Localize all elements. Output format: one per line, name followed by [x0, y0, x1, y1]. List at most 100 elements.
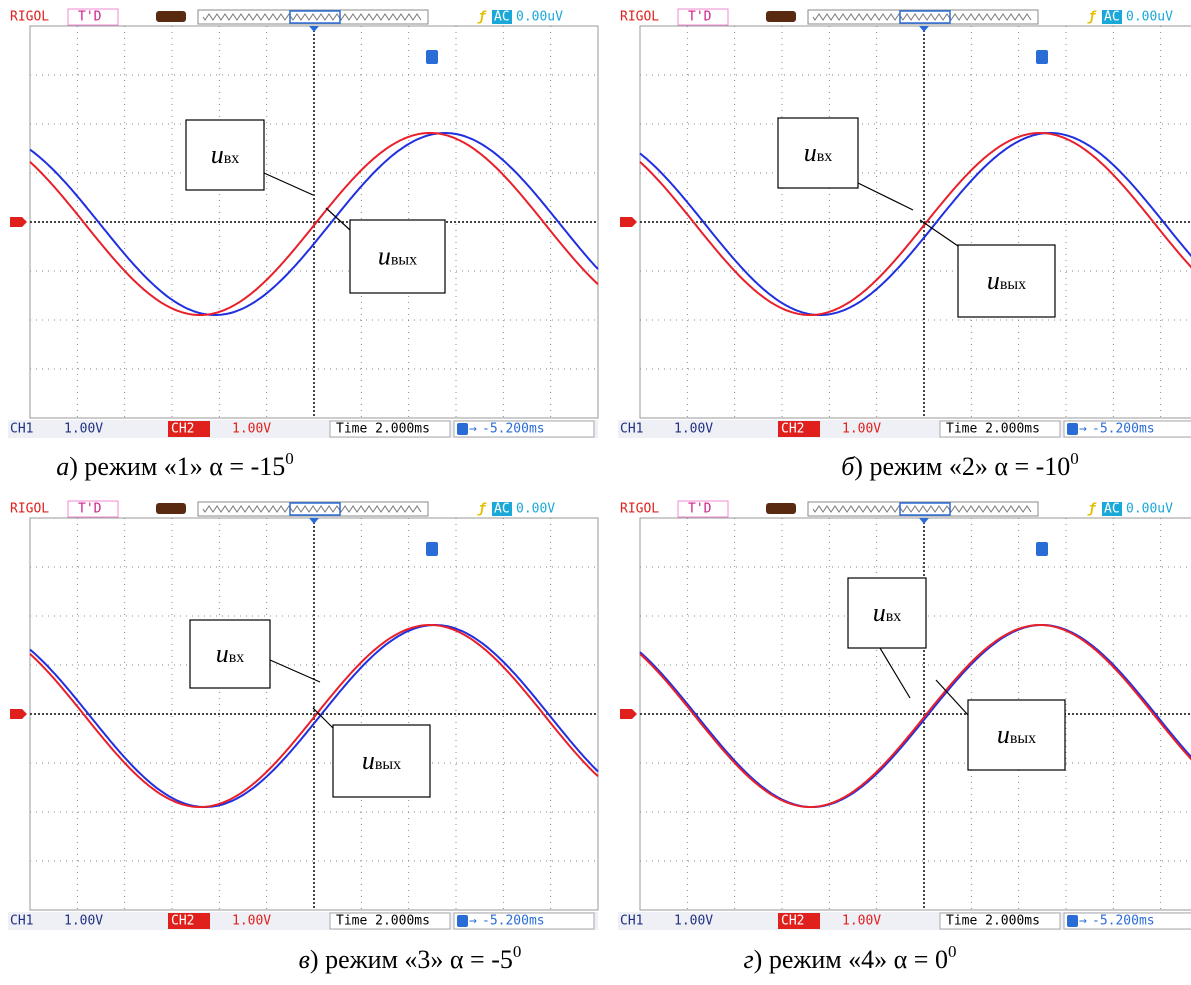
label-subscript: вых: [1000, 276, 1026, 293]
timeline: [808, 502, 1038, 516]
ch2-scale: 1.00V: [842, 914, 881, 929]
ch1: CH1: [10, 422, 33, 437]
ch1: CH1: [620, 422, 643, 437]
coupling: AC: [494, 10, 510, 25]
time: Time 2.000ms: [336, 914, 430, 929]
caption-superscript: 0: [1070, 449, 1079, 468]
caption-text: ) режим «3» α = -5: [310, 945, 513, 974]
caption-text: ) режим «4» α = 0: [754, 945, 948, 974]
caption-letter: б: [841, 452, 855, 481]
ch2: CH2: [171, 422, 194, 437]
brand: RIGOL: [620, 502, 659, 517]
label-subscript: вых: [375, 756, 401, 773]
label-symbol: u: [378, 242, 391, 271]
caption-letter: г: [744, 945, 754, 974]
label-symbol: u: [211, 140, 224, 169]
label-subscript: вых: [391, 252, 417, 269]
trigger-icon: ƒ: [1087, 10, 1097, 25]
figure: RIGOL T'D ƒ AC 0.00uV CH1 1.00V CH2 1.00V Time 2.…: [0, 0, 1191, 985]
ch2-scale: 1.00V: [842, 422, 881, 437]
label-subscript: вх: [229, 649, 245, 666]
ch1-scale: 1.00V: [674, 914, 713, 929]
label-subscript: вх: [886, 608, 902, 625]
caption: а) режим «1» α = -150: [56, 449, 293, 481]
mode: T'D: [688, 10, 712, 25]
arrow: →: [469, 422, 477, 437]
trigger-marker: [1036, 50, 1048, 64]
label-symbol: u: [987, 266, 1000, 295]
oscilloscope-panel: RIGOL T'D ƒ AC 0.00uV CH1 1.00V CH2 1.00V Time 2.…: [618, 501, 1191, 930]
battery-icon: [766, 11, 796, 22]
timeline: [198, 502, 428, 516]
trigger-marker: [426, 542, 438, 556]
label-symbol: u: [873, 598, 886, 627]
delay-icon: [457, 915, 468, 927]
caption: б) режим «2» α = -100: [841, 449, 1079, 481]
arrow: →: [469, 914, 477, 929]
caption-letter: а: [56, 452, 69, 481]
ground-marker: [10, 217, 27, 227]
offset: 0.00uV: [516, 10, 563, 25]
ch2: CH2: [171, 914, 194, 929]
offset: 0.00uV: [1126, 10, 1173, 25]
label-subscript: вых: [1010, 730, 1036, 747]
battery-icon: [156, 503, 186, 514]
caption-text: ) режим «2» α = -10: [854, 452, 1070, 481]
ch1-scale: 1.00V: [674, 422, 713, 437]
delay-icon: [1067, 915, 1078, 927]
oscilloscope-panel: RIGOL T'D ƒ AC 0.00uV CH1 1.00V CH2 1.00V Time 2.…: [8, 9, 598, 438]
ch2-scale: 1.00V: [232, 422, 271, 437]
offset: 0.00V: [516, 502, 555, 517]
label-subscript: вх: [224, 150, 240, 167]
ch1: CH1: [10, 914, 33, 929]
ch2-scale: 1.00V: [232, 914, 271, 929]
caption-letter: в: [299, 945, 310, 974]
ground-marker: [620, 217, 637, 227]
time: Time 2.000ms: [336, 422, 430, 437]
delay-icon: [1067, 423, 1078, 435]
coupling: AC: [1104, 502, 1120, 517]
trigger-icon: ƒ: [477, 502, 487, 517]
ground-marker: [620, 709, 637, 719]
timeline: [198, 10, 428, 24]
ch2: CH2: [781, 422, 804, 437]
delay-icon: [457, 423, 468, 435]
delay: -5.200ms: [482, 914, 545, 929]
caption: в) режим «3» α = -50: [299, 942, 522, 974]
time: Time 2.000ms: [946, 914, 1040, 929]
offset: 0.00uV: [1126, 502, 1173, 517]
ch1-scale: 1.00V: [64, 914, 103, 929]
coupling: AC: [1104, 10, 1120, 25]
arrow: →: [1079, 422, 1087, 437]
timeline: [808, 10, 1038, 24]
arrow: →: [1079, 914, 1087, 929]
brand: RIGOL: [620, 10, 659, 25]
mode: T'D: [78, 502, 102, 517]
caption-superscript: 0: [285, 449, 294, 468]
trigger-icon: ƒ: [477, 10, 487, 25]
oscilloscope-panel: RIGOL T'D ƒ AC 0.00uV CH1 1.00V CH2 1.00V Time 2.…: [618, 9, 1191, 438]
delay: -5.200ms: [482, 422, 545, 437]
label-subscript: вх: [817, 148, 833, 165]
label-symbol: u: [997, 720, 1010, 749]
ground-marker: [10, 709, 27, 719]
caption: г) режим «4» α = 00: [744, 942, 957, 974]
trigger-icon: ƒ: [1087, 502, 1097, 517]
delay: -5.200ms: [1092, 914, 1155, 929]
caption-text: ) режим «1» α = -15: [69, 452, 285, 481]
mode: T'D: [78, 10, 102, 25]
coupling: AC: [494, 502, 510, 517]
label-symbol: u: [804, 138, 817, 167]
ch2: CH2: [781, 914, 804, 929]
ch1-scale: 1.00V: [64, 422, 103, 437]
time: Time 2.000ms: [946, 422, 1040, 437]
delay: -5.200ms: [1092, 422, 1155, 437]
ch1: CH1: [620, 914, 643, 929]
battery-icon: [766, 503, 796, 514]
trigger-marker: [1036, 542, 1048, 556]
trigger-marker: [426, 50, 438, 64]
label-symbol: u: [216, 639, 229, 668]
mode: T'D: [688, 502, 712, 517]
brand: RIGOL: [10, 10, 49, 25]
